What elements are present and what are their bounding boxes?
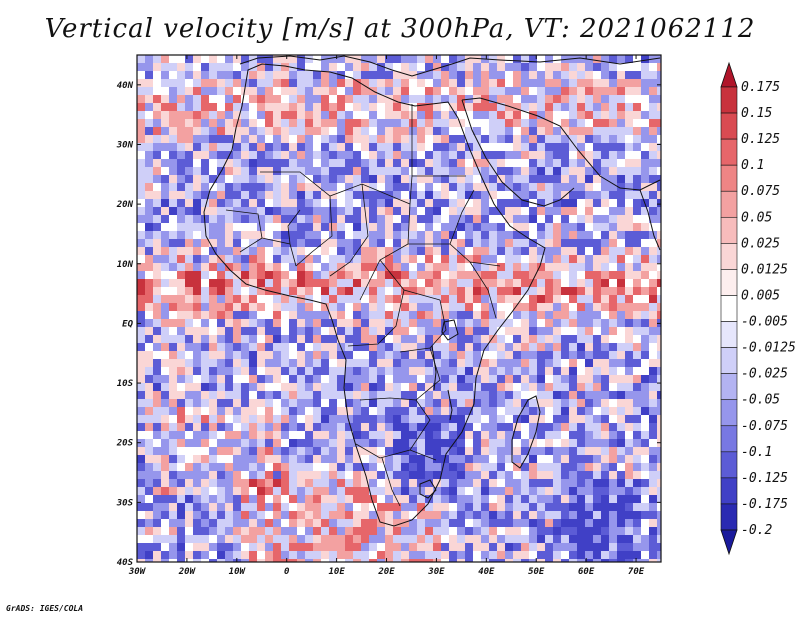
lon-tick-label: 30E: [427, 567, 445, 577]
colorbar-label: 0.1: [741, 158, 764, 173]
colorbar-swatch: [720, 243, 738, 270]
colorbar-swatch: [720, 373, 738, 401]
credit-label: GrADS: IGES/COLA: [6, 604, 84, 613]
colorbar-swatch: [720, 112, 738, 140]
lon-tick-label: 40E: [478, 567, 495, 577]
lat-tick-label: 30N: [116, 140, 134, 150]
lat-tick-label: 20N: [116, 200, 134, 210]
colorbar-swatch: [720, 295, 738, 322]
colorbar-label: -0.0125: [741, 341, 796, 356]
lat-tick-label: 40S: [117, 558, 134, 568]
colorbar-label: 0.0125: [741, 262, 788, 277]
lat-tick-label: EQ: [122, 319, 133, 329]
lat-tick-label: 40N: [117, 81, 134, 91]
lon-tick-label: 10E: [328, 567, 345, 577]
colorbar-label: -0.005: [741, 315, 788, 330]
europe-coastline: [239, 55, 661, 77]
arabia-coastline: [461, 97, 661, 207]
colorbar-label: 0.025: [741, 236, 780, 251]
lon-tick-label: 60E: [578, 567, 595, 577]
colorbar-bottom-arrow: [720, 529, 738, 556]
lon-tick-label: 30W: [128, 567, 147, 577]
lat-tick-label: 10S: [117, 379, 134, 389]
colorbar-label: -0.175: [741, 497, 788, 512]
colorbar-label: -0.025: [741, 367, 788, 382]
country-borders: [225, 104, 501, 507]
colorbar-swatch: [720, 399, 738, 427]
colorbar-label: 0.05: [741, 210, 772, 225]
lat-tick-label: 20S: [116, 439, 134, 449]
colorbar-label: 0.125: [741, 132, 780, 147]
africa-coastline: [203, 63, 546, 527]
vertical-velocity-field: [137, 55, 661, 562]
colorbar-swatch: [720, 347, 738, 374]
lat-tick-label: 30S: [116, 498, 134, 508]
colorbar-swatch: [720, 86, 738, 114]
colorbar-swatch: [720, 425, 738, 453]
lat-tick-label: 10N: [117, 260, 134, 270]
colorbar-swatch: [720, 503, 738, 531]
lesotho-border: [419, 479, 437, 499]
colorbar-label: 0.15: [741, 106, 772, 121]
lon-tick-label: 20W: [178, 567, 197, 577]
lon-tick-label: 0: [284, 567, 290, 577]
lon-tick-label: 20E: [377, 567, 395, 577]
india-coastline: [639, 189, 661, 251]
colorbar-swatch: [720, 190, 738, 218]
rift-lakes: [431, 345, 453, 421]
colorbar-swatch: [720, 216, 738, 244]
map-title: Vertical velocity [m/s] at 300hPa, VT: 2…: [44, 14, 756, 44]
colorbar-swatch: [720, 138, 738, 166]
colorbar-label: -0.2: [741, 523, 772, 538]
madagascar-coastline: [511, 395, 541, 469]
colorbar-swatch: [720, 451, 738, 479]
colorbar-swatch: [720, 321, 738, 348]
colorbar-label: -0.05: [741, 393, 780, 408]
colorbar-top-arrow: [720, 61, 738, 88]
map-frame: [136, 54, 662, 563]
colorbar-swatch: [720, 164, 738, 192]
colorbar-label: -0.125: [741, 471, 788, 486]
lon-tick-label: 10W: [229, 567, 247, 577]
colorbar-label: 0.075: [741, 184, 780, 199]
colorbar-swatch: [720, 477, 738, 505]
coastlines: [203, 55, 661, 527]
colorbar-label: 0.005: [741, 288, 780, 303]
lake-victoria: [441, 319, 459, 341]
lon-tick-label: 50E: [528, 567, 545, 577]
colorbar-label: 0.175: [741, 80, 780, 95]
colorbar-swatch: [720, 269, 738, 296]
colorbar-label: -0.075: [741, 419, 788, 434]
colorbar-label: -0.1: [741, 445, 772, 460]
lon-tick-label: 70E: [628, 567, 645, 577]
colorbar: 0.175 0.15 0.125 0.1 0.075 0.05 0.025 0.0125 0.0…: [720, 61, 796, 556]
